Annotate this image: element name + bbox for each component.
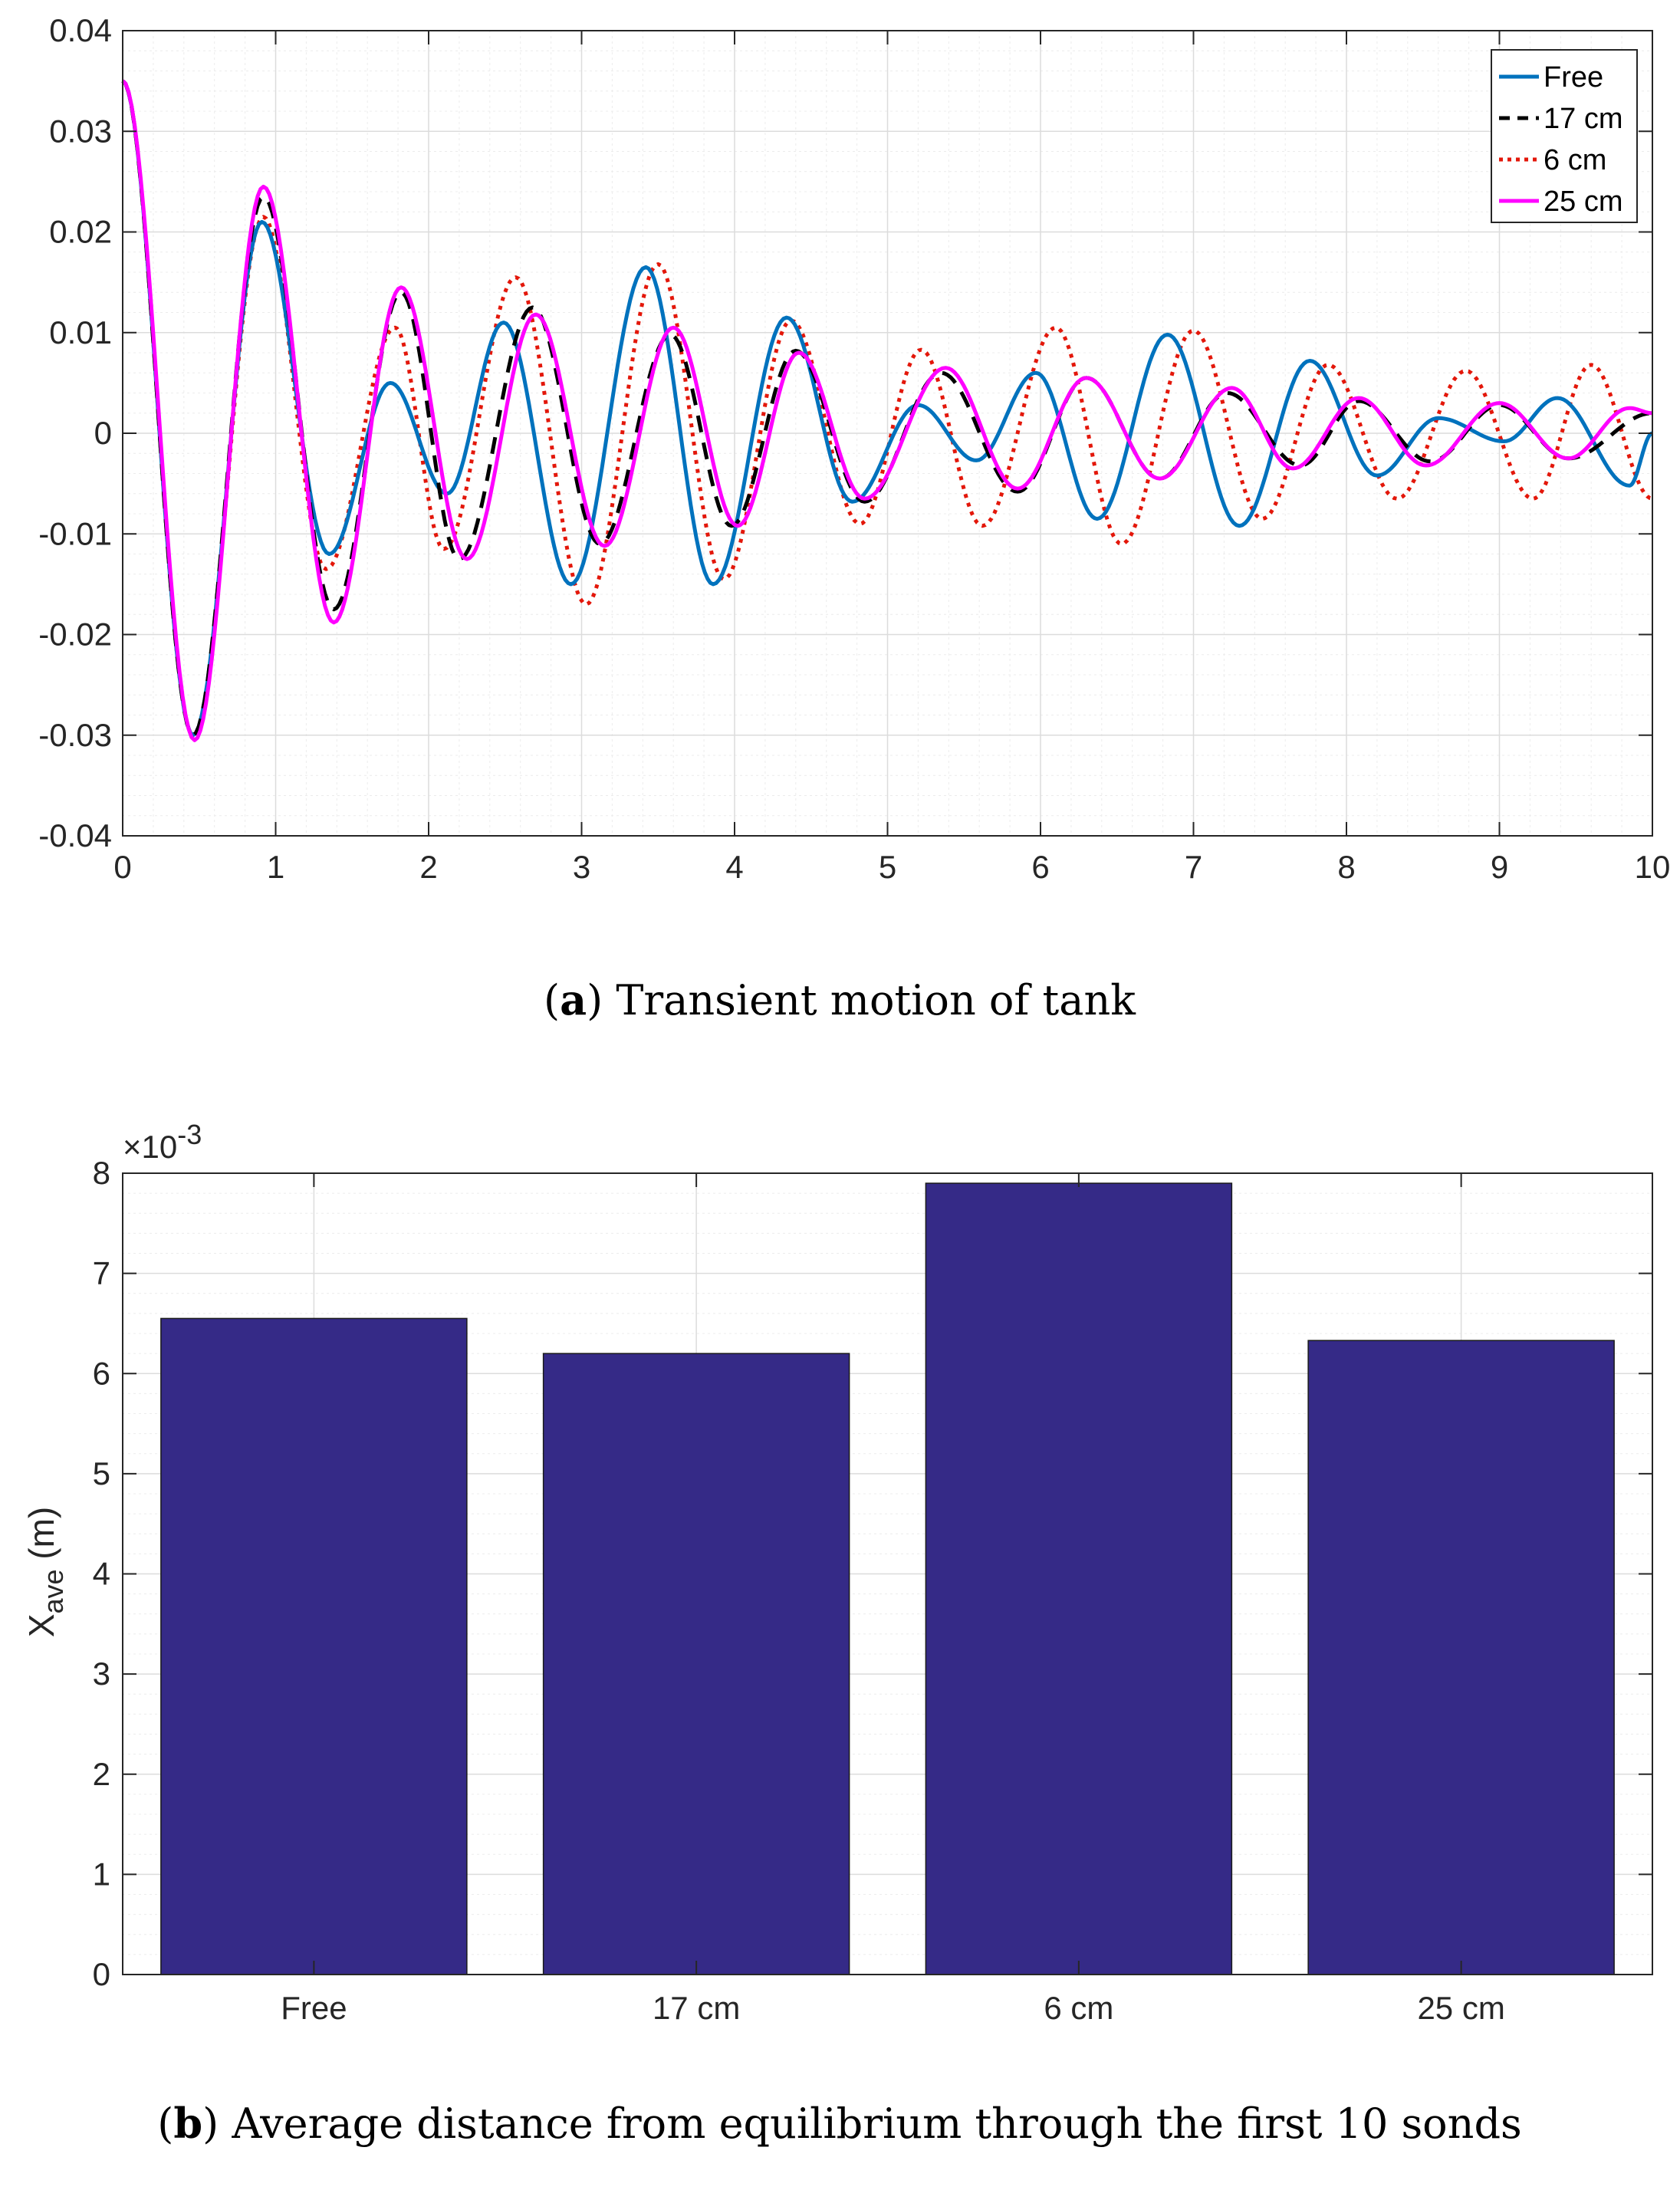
bars-b	[160, 1182, 1615, 1975]
x-tick-label: 2	[419, 849, 437, 885]
bar-chart-panel-b: 0 1 2 3 4 5 6 7 8 Free 17 cm 6 cm 25 cm ×10-3 Xave (…	[21, 1119, 1653, 2148]
bar-25-cm	[1307, 1340, 1615, 1975]
x-tick-label: 4	[725, 849, 743, 885]
y-tick-label: 0.03	[49, 113, 112, 149]
x-tick-label: 5	[879, 849, 896, 885]
y-tick-label: 7	[93, 1255, 110, 1291]
x-tick-label: 6 cm	[1044, 1990, 1113, 2026]
series-line-25-cm	[121, 79, 1654, 742]
caption-a-text: Transient motion of tank	[616, 976, 1136, 1024]
caption-b: (b) Average distance from equilibrium th…	[157, 2099, 1522, 2148]
axis-ticks-a: 0 1 2 3 4 5 6 7 8 9 10 0.04 0.03 0.02 0.01 0 -0.01 -0.02 -…	[38, 12, 1670, 885]
scale-exponent: -3	[177, 1119, 202, 1150]
bar-free	[160, 1317, 468, 1975]
y-tick-label: -0.04	[38, 817, 112, 853]
caption-a: (a) Transient motion of tank	[544, 975, 1136, 1024]
y-tick-label: 1	[93, 1856, 110, 1892]
x-tick-label: 10	[1635, 849, 1671, 885]
x-tick-label: 8	[1337, 849, 1355, 885]
x-tick-label: 6	[1031, 849, 1049, 885]
y-tick-label: 0.01	[49, 314, 112, 350]
y-tick-label: 0	[94, 415, 112, 451]
x-tick-label: Free	[281, 1990, 347, 2026]
legend-label: 17 cm	[1544, 103, 1622, 135]
ylabel-sub: ave	[38, 1570, 69, 1614]
y-tick-label: 0	[93, 1956, 110, 1992]
y-tick-label: 4	[93, 1556, 110, 1592]
y-tick-label: -0.03	[38, 717, 112, 753]
line-chart-panel-a: 0 1 2 3 4 5 6 7 8 9 10 0.04 0.03 0.02 0.01 0 -0.01 -0.02 -…	[38, 12, 1670, 1024]
y-tick-label: 8	[93, 1155, 110, 1191]
legend-a: Free 17 cm 6 cm 25 cm	[1491, 49, 1638, 223]
y-axis-label-b: Xave (m)	[21, 1507, 69, 1637]
scale-times: ×10	[123, 1129, 177, 1165]
y-scale-exponent-label: ×10-3	[123, 1119, 202, 1165]
series-lines-a	[121, 79, 1654, 742]
ylabel-unit: (m)	[21, 1507, 61, 1570]
y-tick-label: 6	[93, 1355, 110, 1391]
axis-ticks-b: 0 1 2 3 4 5 6 7 8 Free 17 cm 6 cm 25 cm	[93, 1155, 1652, 2026]
caption-a-label: a	[560, 975, 587, 1024]
ylabel-main: X	[21, 1614, 61, 1638]
x-tick-label: 1	[267, 849, 284, 885]
x-tick-label: 3	[573, 849, 590, 885]
y-tick-label: 3	[93, 1656, 110, 1692]
y-tick-label: -0.01	[38, 515, 112, 551]
y-tick-label: 0.04	[49, 12, 112, 48]
bar-17-cm	[542, 1353, 850, 1975]
x-tick-label: 9	[1491, 849, 1508, 885]
x-tick-label: 7	[1185, 849, 1202, 885]
x-tick-label: 25 cm	[1417, 1990, 1504, 2026]
x-tick-label: 17 cm	[653, 1990, 740, 2026]
x-tick-label: 0	[113, 849, 131, 885]
caption-b-text: Average distance from equilibrium throug…	[231, 2100, 1521, 2148]
bar-6-cm	[925, 1182, 1233, 1975]
legend-label: 25 cm	[1544, 186, 1622, 218]
y-tick-label: 2	[93, 1756, 110, 1792]
caption-b-label: b	[173, 2099, 202, 2148]
legend-label: Free	[1544, 61, 1603, 94]
y-tick-label: 5	[93, 1455, 110, 1491]
y-tick-label: -0.02	[38, 617, 112, 653]
legend-label: 6 cm	[1544, 144, 1606, 176]
y-tick-label: 0.02	[49, 214, 112, 250]
